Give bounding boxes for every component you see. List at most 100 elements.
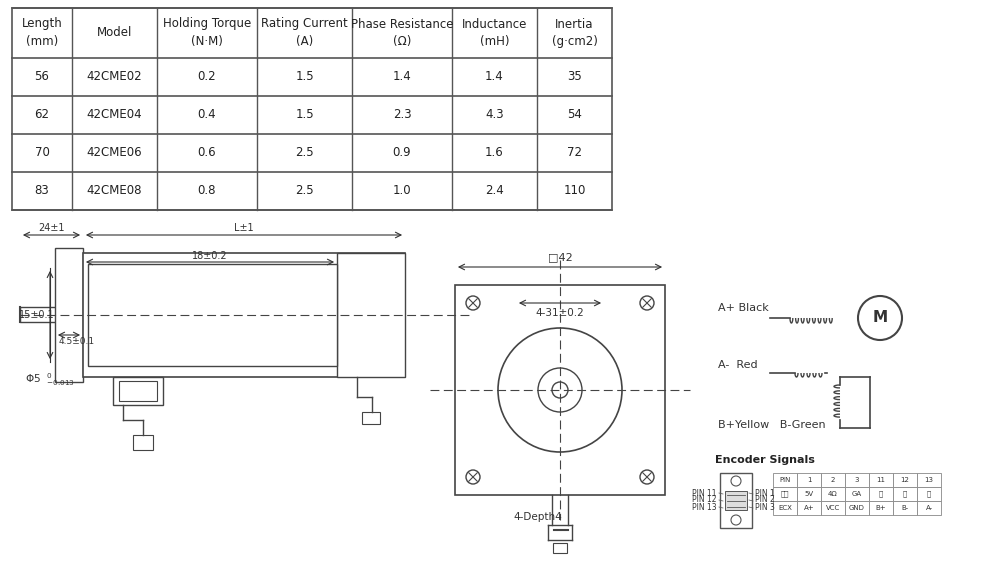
Bar bbox=[797, 501, 821, 515]
Circle shape bbox=[640, 296, 654, 310]
Circle shape bbox=[538, 368, 582, 412]
Bar bbox=[337, 253, 405, 377]
Circle shape bbox=[731, 515, 741, 525]
Text: 15±0.1: 15±0.1 bbox=[19, 310, 55, 320]
Text: 编码: 编码 bbox=[781, 491, 789, 498]
Circle shape bbox=[858, 296, 902, 340]
Bar bbox=[773, 501, 797, 515]
Text: VCC: VCC bbox=[826, 505, 840, 511]
Text: 18±0.2: 18±0.2 bbox=[192, 251, 228, 261]
Bar bbox=[797, 487, 821, 501]
Text: B+Yellow   B-Green: B+Yellow B-Green bbox=[718, 420, 826, 430]
Bar bbox=[893, 473, 917, 487]
Text: A+: A+ bbox=[804, 505, 814, 511]
Text: 42CME08: 42CME08 bbox=[87, 185, 142, 197]
Text: ECX: ECX bbox=[778, 505, 792, 511]
Text: Holding Torque: Holding Torque bbox=[163, 18, 251, 30]
Text: 110: 110 bbox=[563, 185, 586, 197]
Text: 42CME06: 42CME06 bbox=[87, 147, 142, 159]
Text: Phase Resistance: Phase Resistance bbox=[351, 18, 453, 30]
Text: □42: □42 bbox=[548, 252, 572, 262]
Text: B-: B- bbox=[901, 505, 909, 511]
Text: 2: 2 bbox=[831, 477, 835, 483]
Bar bbox=[845, 487, 869, 501]
Bar bbox=[845, 501, 869, 515]
Text: 0.4: 0.4 bbox=[198, 109, 216, 121]
Text: 2.5: 2.5 bbox=[295, 147, 314, 159]
Text: 4Ω: 4Ω bbox=[828, 491, 838, 497]
Text: 2.5: 2.5 bbox=[295, 185, 314, 197]
Text: 转: 转 bbox=[879, 491, 883, 498]
Bar bbox=[720, 473, 752, 528]
Text: PIN 2: PIN 2 bbox=[755, 495, 775, 505]
Text: 1.4: 1.4 bbox=[393, 71, 411, 84]
Bar bbox=[88, 264, 337, 366]
Bar bbox=[821, 487, 845, 501]
Text: A+ Black: A+ Black bbox=[718, 303, 769, 313]
Text: 11: 11 bbox=[876, 477, 886, 483]
Text: 0.6: 0.6 bbox=[198, 147, 216, 159]
Circle shape bbox=[466, 470, 480, 484]
Text: Φ5  $^0_{-0.013}$: Φ5 $^0_{-0.013}$ bbox=[25, 371, 75, 388]
Text: 1.5: 1.5 bbox=[295, 71, 314, 84]
Bar bbox=[917, 473, 941, 487]
Text: 1.5: 1.5 bbox=[295, 109, 314, 121]
Text: PIN: PIN bbox=[779, 477, 791, 483]
Bar bbox=[55, 248, 83, 382]
Bar bbox=[845, 473, 869, 487]
Text: 1.0: 1.0 bbox=[393, 185, 411, 197]
Text: 62: 62 bbox=[34, 109, 50, 121]
Text: 3: 3 bbox=[855, 477, 859, 483]
Bar bbox=[893, 487, 917, 501]
Text: (Ω): (Ω) bbox=[393, 36, 411, 48]
Text: 1.6: 1.6 bbox=[485, 147, 504, 159]
Text: 0.9: 0.9 bbox=[393, 147, 411, 159]
Text: 5V: 5V bbox=[804, 491, 814, 497]
Text: 42CME02: 42CME02 bbox=[87, 71, 142, 84]
Text: Rating Current: Rating Current bbox=[261, 18, 348, 30]
Text: 4.3: 4.3 bbox=[485, 109, 504, 121]
Circle shape bbox=[552, 382, 568, 398]
Bar bbox=[119, 381, 157, 401]
Text: Encoder Signals: Encoder Signals bbox=[715, 455, 815, 465]
Bar bbox=[869, 487, 893, 501]
Text: 2.4: 2.4 bbox=[485, 185, 504, 197]
Text: Inductance: Inductance bbox=[462, 18, 527, 30]
Text: A-: A- bbox=[925, 505, 933, 511]
Text: PIN 12: PIN 12 bbox=[692, 495, 717, 505]
Text: 0.2: 0.2 bbox=[198, 71, 216, 84]
Text: 制: 制 bbox=[927, 491, 931, 498]
Text: 4.5±0.1: 4.5±0.1 bbox=[59, 338, 95, 346]
Text: 2.3: 2.3 bbox=[393, 109, 411, 121]
Text: (A): (A) bbox=[296, 36, 313, 48]
Bar bbox=[362, 412, 380, 424]
Circle shape bbox=[466, 296, 480, 310]
Bar bbox=[917, 487, 941, 501]
Text: 1.4: 1.4 bbox=[485, 71, 504, 84]
Text: 0.8: 0.8 bbox=[198, 185, 216, 197]
Text: (mH): (mH) bbox=[480, 36, 509, 48]
Text: 70: 70 bbox=[35, 147, 49, 159]
Bar bbox=[553, 543, 567, 553]
Bar bbox=[12, 8, 612, 210]
Text: 1: 1 bbox=[807, 477, 811, 483]
Text: (g·cm2): (g·cm2) bbox=[552, 36, 597, 48]
Text: Length: Length bbox=[22, 18, 62, 30]
Bar bbox=[113, 377, 163, 405]
Text: 42CME04: 42CME04 bbox=[87, 109, 142, 121]
Text: 24±1: 24±1 bbox=[38, 223, 65, 233]
Bar bbox=[893, 501, 917, 515]
Bar bbox=[821, 473, 845, 487]
Text: GA: GA bbox=[852, 491, 862, 497]
Circle shape bbox=[498, 328, 622, 452]
Bar bbox=[773, 487, 797, 501]
Circle shape bbox=[731, 476, 741, 486]
Bar bbox=[773, 473, 797, 487]
Bar bbox=[869, 501, 893, 515]
Bar bbox=[20, 307, 75, 322]
Text: PIN 3: PIN 3 bbox=[755, 502, 775, 512]
Text: A-  Red: A- Red bbox=[718, 360, 758, 370]
Bar bbox=[869, 473, 893, 487]
Circle shape bbox=[640, 470, 654, 484]
Bar bbox=[917, 501, 941, 515]
